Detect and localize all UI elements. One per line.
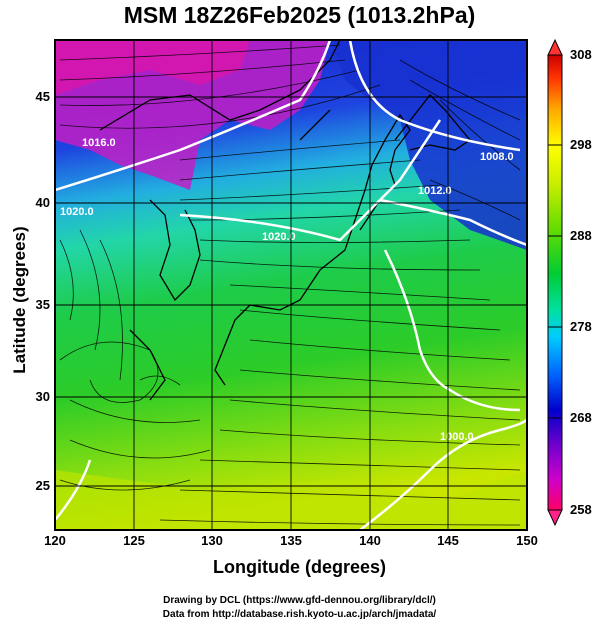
y-tick-40: 40 xyxy=(35,195,50,210)
x-tick-120: 120 xyxy=(44,533,66,548)
credit-data: Data from http://database.rish.kyoto-u.a… xyxy=(162,609,437,620)
contour-label-3: 1012.0 xyxy=(418,185,452,197)
colorbar-tick-278: 278 xyxy=(570,319,592,334)
contour-label-2: 1020.0 xyxy=(262,231,296,243)
x-tick-140: 140 xyxy=(359,533,381,548)
colorbar-tick-298: 298 xyxy=(570,137,592,152)
map-grid xyxy=(55,40,527,530)
contour-label-6: 1000.0 xyxy=(440,431,474,443)
map-title: MSM 18Z26Feb2025 (1013.2hPa) xyxy=(123,2,476,28)
y-tick-25: 25 xyxy=(35,478,50,493)
contour-label-4: 1008.0 xyxy=(480,151,514,163)
y-tick-45: 45 xyxy=(35,89,50,104)
x-tick-125: 125 xyxy=(123,533,145,548)
x-tick-130: 130 xyxy=(201,533,223,548)
credit-drawing: Drawing by DCL (https://www.gfd-dennou.o… xyxy=(163,595,436,606)
x-tick-150: 150 xyxy=(516,533,538,548)
map-frame xyxy=(54,39,528,531)
x-tick-135: 135 xyxy=(280,533,302,548)
colorbar xyxy=(547,38,563,527)
colorbar-tick-258: 258 xyxy=(570,502,592,517)
colorbar-tick-288: 288 xyxy=(570,228,592,243)
colorbar-tick-308: 308 xyxy=(570,47,592,62)
x-axis-label: Longitude (degrees) xyxy=(212,557,386,577)
contour-label-5: 1020.0 xyxy=(60,206,94,218)
colorbar-tick-268: 268 xyxy=(570,410,592,425)
x-tick-145: 145 xyxy=(437,533,459,548)
contour-label-1: 1016.0 xyxy=(82,137,116,149)
y-tick-35: 35 xyxy=(35,297,50,312)
y-tick-30: 30 xyxy=(35,389,50,404)
